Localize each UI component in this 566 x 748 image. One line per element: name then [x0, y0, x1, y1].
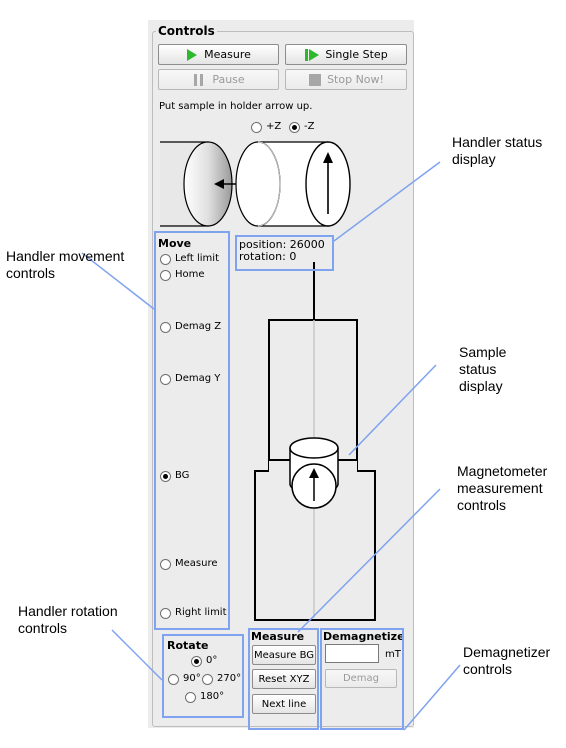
instruction-text: Put sample in holder arrow up.	[159, 101, 313, 112]
step-icon	[305, 48, 320, 61]
stop-now-label: Stop Now!	[327, 73, 384, 86]
handler-movement-annotation: Handler movement controls	[6, 248, 124, 282]
single-step-label: Single Step	[325, 48, 388, 61]
magnetometer-annotation-line1: Magnetometer	[457, 463, 548, 479]
controls-title: Controls	[156, 24, 217, 38]
handler-movement-annotation-line1: Handler movement	[6, 248, 125, 264]
rotate-270-radio[interactable]	[202, 674, 213, 685]
measure-bg-button[interactable]: Measure BG	[252, 645, 316, 665]
move-demag-y-radio[interactable]	[160, 374, 171, 385]
reset-xyz-label: Reset XYZ	[258, 673, 310, 685]
rotate-90-label: 90°	[183, 673, 201, 684]
pause-icon	[194, 73, 204, 86]
sample-orientation-diagram	[160, 141, 351, 227]
magnetometer-annotation-line2: measurement	[457, 480, 543, 496]
rotate-0-radio[interactable]	[191, 656, 202, 667]
magnetometer-annotation-line3: controls	[457, 497, 507, 513]
measure-bg-label: Measure BG	[253, 649, 315, 661]
demag-unit-label: mT	[385, 649, 401, 660]
position-readout: position: 26000	[239, 238, 325, 251]
next-line-label: Next line	[261, 698, 307, 710]
move-home-radio[interactable]	[160, 270, 171, 281]
rotate-270-label: 270°	[217, 673, 242, 684]
magnetometer-highlight	[248, 628, 319, 730]
play-icon	[187, 48, 198, 61]
handler-movement-annotation-line2: controls	[6, 265, 56, 281]
rotate-180-label: 180°	[200, 691, 225, 702]
handler-rotation-annotation-line1: Handler rotation	[18, 603, 118, 619]
measure-button[interactable]: Measure	[158, 44, 279, 65]
handler-status-annotation: Handler status display	[452, 134, 542, 168]
reset-xyz-button[interactable]: Reset XYZ	[252, 669, 316, 689]
rotate-180-radio[interactable]	[185, 692, 196, 703]
move-demag-z-label: Demag Z	[175, 321, 222, 332]
demagnetizer-highlight	[320, 628, 404, 730]
demag-button-label: Demag	[342, 673, 380, 684]
move-bg-label: BG	[175, 470, 190, 481]
plus-z-label: +Z	[266, 121, 282, 132]
single-step-button[interactable]: Single Step	[285, 44, 407, 65]
move-title: Move	[158, 237, 192, 250]
demagnetizer-annotation-line2: controls	[463, 661, 513, 677]
sample-status-annotation-line2: status	[459, 361, 497, 377]
handler-movement-highlight	[154, 231, 230, 630]
move-left-limit-label: Left limit	[175, 253, 219, 264]
handler-status-highlight	[235, 235, 334, 271]
minus-z-radio[interactable]	[289, 122, 300, 133]
sample-status-annotation-line3: display	[459, 378, 503, 394]
move-measure-radio[interactable]	[160, 559, 171, 570]
controls-panel	[148, 20, 414, 728]
sample-status-annotation: Sample status display	[459, 344, 506, 395]
handler-schematic	[254, 262, 376, 621]
demagnetize-title: Demagnetize	[323, 630, 405, 643]
move-demag-y-label: Demag Y	[175, 373, 221, 384]
handler-status-annotation-line1: Handler status	[452, 134, 543, 150]
rotate-title: Rotate	[167, 639, 209, 652]
handler-status-annotation-line2: display	[452, 151, 496, 167]
controls-group	[152, 31, 414, 727]
handler-rotation-annotation: Handler rotation controls	[18, 603, 118, 637]
move-left-limit-radio[interactable]	[160, 254, 171, 265]
minus-z-label: -Z	[304, 121, 315, 132]
demag-amplitude-input[interactable]	[325, 644, 379, 663]
move-measure-label: Measure	[175, 558, 218, 569]
demagnetizer-annotation-line1: Demagnetizer	[463, 644, 551, 660]
stop-now-button[interactable]: Stop Now!	[285, 69, 407, 90]
demagnetizer-annotation: Demagnetizer controls	[463, 644, 550, 678]
measure-group-title: Measure	[251, 630, 305, 643]
demag-button[interactable]: Demag	[325, 669, 397, 688]
move-right-limit-radio[interactable]	[160, 608, 171, 619]
pause-label: Pause	[212, 73, 245, 86]
rotation-readout: rotation: 0	[239, 250, 297, 263]
move-home-label: Home	[175, 269, 205, 280]
magnetometer-annotation: Magnetometer measurement controls	[457, 463, 547, 514]
measure-button-label: Measure	[204, 48, 251, 61]
handler-rotation-highlight	[162, 634, 244, 718]
move-demag-z-radio[interactable]	[160, 322, 171, 333]
next-line-button[interactable]: Next line	[252, 694, 316, 714]
plus-z-radio[interactable]	[251, 122, 262, 133]
move-bg-radio[interactable]	[160, 471, 171, 482]
rotate-0-label: 0°	[206, 655, 218, 666]
handler-rotation-annotation-line2: controls	[18, 620, 68, 636]
move-right-limit-label: Right limit	[175, 607, 227, 618]
rotate-90-radio[interactable]	[168, 674, 179, 685]
stop-icon	[309, 73, 322, 86]
pause-button[interactable]: Pause	[158, 69, 279, 90]
sample-status-annotation-line1: Sample	[459, 344, 507, 360]
